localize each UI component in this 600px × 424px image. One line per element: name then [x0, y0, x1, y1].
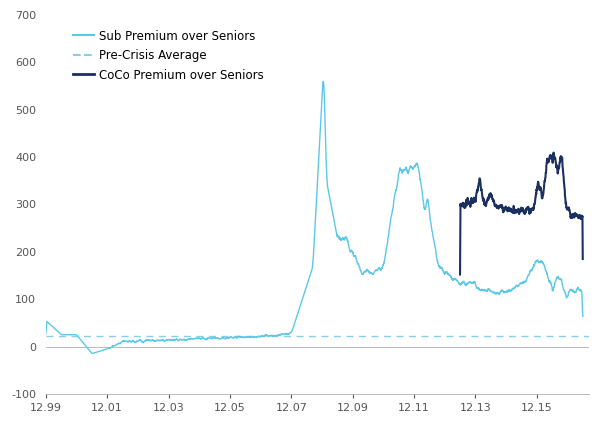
- CoCo Premium over Seniors: [550, 155, 557, 160]
- CoCo Premium over Seniors: [535, 181, 542, 186]
- Legend: Sub Premium over Seniors, Pre-Crisis Average, CoCo Premium over Seniors: Sub Premium over Seniors, Pre-Crisis Ave…: [68, 25, 268, 86]
- Sub Premium over Seniors: [511, 285, 518, 290]
- Sub Premium over Seniors: [89, 351, 96, 356]
- CoCo Premium over Seniors: [457, 272, 464, 277]
- Sub Premium over Seniors: [248, 335, 256, 340]
- Sub Premium over Seniors: [320, 79, 327, 84]
- CoCo Premium over Seniors: [550, 150, 557, 155]
- CoCo Premium over Seniors: [527, 207, 535, 212]
- Sub Premium over Seniors: [579, 314, 586, 319]
- Sub Premium over Seniors: [104, 346, 111, 351]
- Sub Premium over Seniors: [42, 331, 49, 336]
- CoCo Premium over Seniors: [579, 257, 586, 262]
- Sub Premium over Seniors: [272, 333, 279, 338]
- CoCo Premium over Seniors: [531, 202, 538, 207]
- Sub Premium over Seniors: [569, 287, 576, 293]
- Line: CoCo Premium over Seniors: CoCo Premium over Seniors: [460, 153, 583, 274]
- Sub Premium over Seniors: [136, 338, 143, 343]
- Line: Sub Premium over Seniors: Sub Premium over Seniors: [46, 81, 583, 353]
- CoCo Premium over Seniors: [464, 195, 471, 201]
- CoCo Premium over Seniors: [562, 200, 569, 205]
